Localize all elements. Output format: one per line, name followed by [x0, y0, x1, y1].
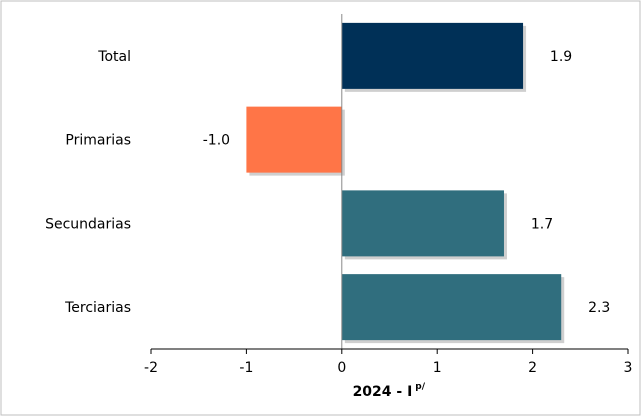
- category-label: Secundarias: [45, 216, 131, 232]
- x-tick-label: -2: [144, 360, 158, 376]
- category-label: Total: [97, 49, 131, 65]
- x-tick-label: 3: [624, 360, 633, 376]
- value-labels-layer: 1.9 -1.0 1.7 2.3: [203, 49, 611, 316]
- category-label: Primarias: [65, 133, 131, 149]
- bars-layer: [246, 22, 565, 344]
- x-tick-label: 2: [528, 360, 537, 376]
- bar-total: [341, 22, 524, 89]
- x-ticks-layer: -2 -1 0 1 2 3: [144, 349, 632, 376]
- value-label: -1.0: [203, 133, 230, 149]
- value-label: 1.7: [531, 216, 553, 232]
- x-tick-label: -1: [239, 360, 253, 376]
- value-label: 1.9: [550, 49, 572, 65]
- category-label: Terciarias: [64, 300, 131, 316]
- bar-terciarias: [341, 274, 562, 341]
- x-axis-title-main: 2024 - I: [353, 384, 413, 400]
- value-label: 2.3: [588, 300, 610, 316]
- x-tick-label: 0: [337, 360, 346, 376]
- category-labels-layer: Total Primarias Secundarias Terciarias: [45, 49, 131, 316]
- bar-primarias: [246, 106, 342, 173]
- x-tick-label: 1: [433, 360, 442, 376]
- bar-secundarias: [341, 190, 504, 257]
- x-axis-title-superscript: p/: [415, 382, 425, 392]
